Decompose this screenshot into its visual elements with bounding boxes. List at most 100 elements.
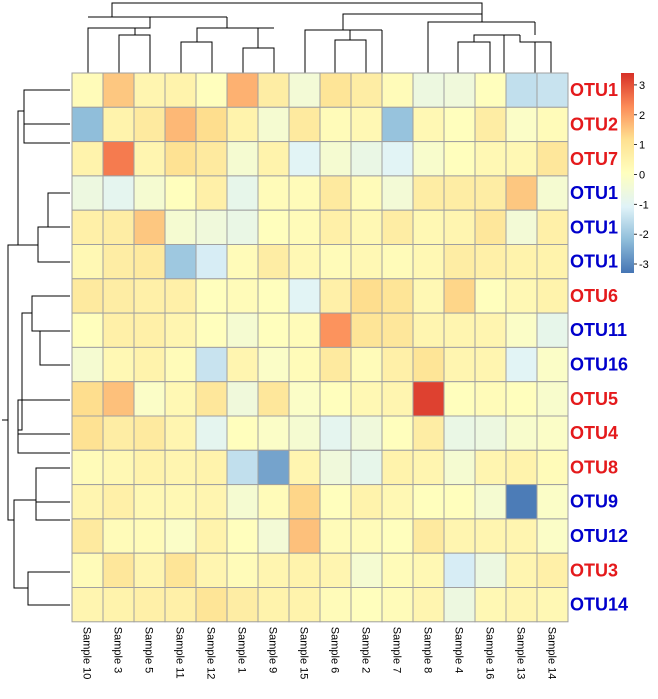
row-label: OTU1 (570, 183, 618, 203)
legend-tick-label: -1 (639, 199, 649, 211)
legend-tick-label: 2 (639, 110, 645, 122)
heatmap-cell (195, 484, 228, 520)
heatmap-cell (412, 278, 445, 314)
heatmap-cell (536, 415, 569, 451)
heatmap-cell (133, 552, 166, 589)
heatmap-cell (257, 209, 290, 245)
row-label: OTU1 (570, 217, 618, 237)
column-label: Sample 9 (267, 627, 279, 673)
heatmap-cell (412, 346, 445, 383)
heatmap-cell (381, 449, 414, 486)
heatmap-cell (412, 415, 445, 451)
heatmap-cell (412, 175, 445, 211)
heatmap-cell (319, 175, 352, 211)
heatmap-cell (133, 587, 166, 623)
heatmap-cell (102, 552, 135, 589)
heatmap-cell (381, 484, 414, 520)
heatmap-cell (443, 106, 476, 143)
heatmap-cell (319, 106, 352, 143)
heatmap-cell (164, 175, 197, 211)
heatmap-cell (133, 106, 166, 143)
row-label: OTU5 (570, 389, 618, 409)
heatmap-cell (102, 484, 135, 520)
heatmap-cell (381, 72, 414, 108)
heatmap-cell (71, 244, 104, 280)
heatmap-cell (319, 587, 352, 623)
heatmap-cell (226, 484, 259, 520)
heatmap-cell (319, 72, 352, 108)
heatmap-cell (319, 244, 352, 280)
heatmap-cell (443, 278, 476, 314)
heatmap-cell (412, 106, 445, 143)
heatmap-cell (164, 209, 197, 245)
heatmap-cell (319, 346, 352, 383)
heatmap-cell (102, 415, 135, 451)
heatmap-cell (226, 106, 259, 143)
column-dendrogram (87, 2, 552, 73)
heatmap-cell (102, 518, 135, 554)
heatmap-cells (71, 72, 569, 623)
heatmap-cell (133, 312, 166, 348)
heatmap-cell (226, 278, 259, 314)
heatmap-cell (102, 449, 135, 486)
heatmap-cell (195, 415, 228, 451)
heatmap-cell (350, 72, 383, 108)
heatmap-cell (536, 278, 569, 314)
legend-tick-label: 1 (639, 140, 645, 152)
heatmap-cell (288, 552, 321, 589)
heatmap-cell (536, 312, 569, 348)
heatmap-cell (164, 106, 197, 143)
legend-tick-label: -2 (639, 229, 649, 241)
heatmap-cell (505, 415, 538, 451)
column-label: Sample 12 (205, 627, 217, 680)
legend-tick-label: 3 (639, 80, 645, 92)
heatmap-cell (381, 278, 414, 314)
heatmap-cell (319, 209, 352, 245)
heatmap-cell (443, 244, 476, 280)
heatmap-cell (505, 552, 538, 589)
heatmap-cell (288, 209, 321, 245)
row-label: OTU6 (570, 286, 618, 306)
heatmap-cell (195, 106, 228, 143)
heatmap-cell (319, 518, 352, 554)
heatmap-cell (505, 244, 538, 280)
heatmap-cell (288, 175, 321, 211)
heatmap-cell (536, 106, 569, 143)
heatmap-cell (288, 346, 321, 383)
heatmap-cell (536, 449, 569, 486)
heatmap-cell (443, 312, 476, 348)
heatmap-cell (257, 175, 290, 211)
heatmap-cell (71, 484, 104, 520)
heatmap-cell (71, 106, 104, 143)
heatmap-cell (133, 141, 166, 177)
heatmap-cell (536, 175, 569, 211)
heatmap-cell (226, 141, 259, 177)
heatmap-cell (381, 587, 414, 623)
heatmap-cell (257, 552, 290, 589)
row-label: OTU2 (570, 114, 618, 134)
column-label: Sample 2 (360, 627, 372, 673)
column-label: Sample 8 (422, 627, 434, 673)
heatmap-cell (505, 381, 538, 417)
heatmap-cell (164, 244, 197, 280)
heatmap-cell (412, 484, 445, 520)
heatmap-cell (133, 449, 166, 486)
heatmap-cell (102, 346, 135, 383)
heatmap-cell (71, 415, 104, 451)
column-label: Sample 14 (546, 627, 558, 680)
heatmap-cell (319, 381, 352, 417)
heatmap-cell (536, 72, 569, 108)
heatmap-cell (195, 587, 228, 623)
heatmap-cell (443, 587, 476, 623)
heatmap-cell (71, 552, 104, 589)
heatmap-cell (195, 141, 228, 177)
heatmap-cell (226, 244, 259, 280)
heatmap-cell (288, 106, 321, 143)
heatmap-cell (195, 381, 228, 417)
heatmap-cell (474, 587, 507, 623)
column-labels: Sample 10 Sample 3 Sample 5 Sample 11 Sample… (81, 627, 558, 680)
heatmap-cell (505, 484, 538, 520)
heatmap-cell (164, 381, 197, 417)
heatmap-cell (226, 346, 259, 383)
